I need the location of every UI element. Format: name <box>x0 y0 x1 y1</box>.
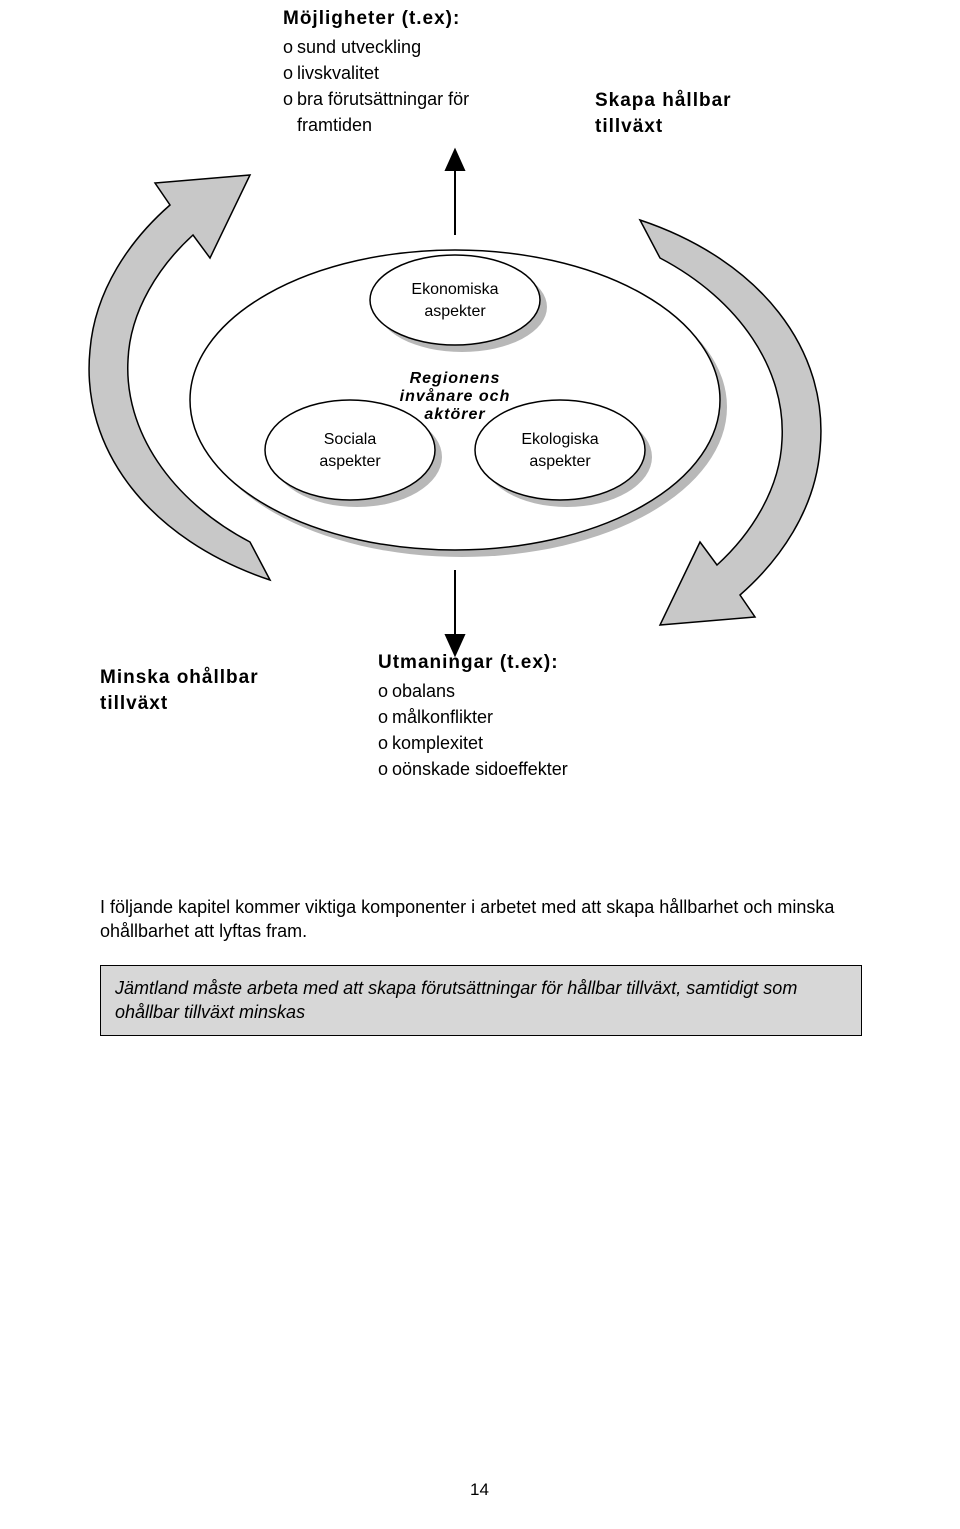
challenges-item: oönskade sidoeffekter <box>392 759 568 779</box>
challenges-item: obalans <box>392 681 455 701</box>
center-label: Regionens invånare och aktörer <box>385 370 525 424</box>
arrow-down <box>446 570 464 655</box>
outcome-minska: Minska ohållbar tillväxt <box>100 665 259 716</box>
possibilities-item: sund utveckling <box>297 37 421 57</box>
callout-box: Jämtland måste arbeta med att skapa föru… <box>100 965 862 1036</box>
outcome-skapa: Skapa hållbar tillväxt <box>595 88 732 139</box>
possibilities-heading: Möjligheter (t.ex): <box>283 6 460 32</box>
page-number: 14 <box>470 1480 489 1500</box>
challenges-item: målkonflikter <box>392 707 493 727</box>
arrow-up <box>446 150 464 235</box>
possibilities-list: osund utveckling olivskvalitet obra föru… <box>283 34 469 138</box>
possibilities-item: framtiden <box>297 115 372 135</box>
challenges-list: oobalans omålkonflikter okomplexitet ooö… <box>378 678 568 782</box>
possibilities-item: livskvalitet <box>297 63 379 83</box>
label-ekologiska: Ekologiska aspekter <box>500 429 620 472</box>
challenges-item: komplexitet <box>392 733 483 753</box>
label-ekonomiska: Ekonomiska aspekter <box>395 279 515 322</box>
possibilities-item: bra förutsättningar för <box>297 89 469 109</box>
label-sociala: Sociala aspekter <box>295 429 405 472</box>
body-paragraph: I följande kapitel kommer viktiga kompon… <box>100 895 860 944</box>
challenges-heading: Utmaningar (t.ex): <box>378 650 559 676</box>
